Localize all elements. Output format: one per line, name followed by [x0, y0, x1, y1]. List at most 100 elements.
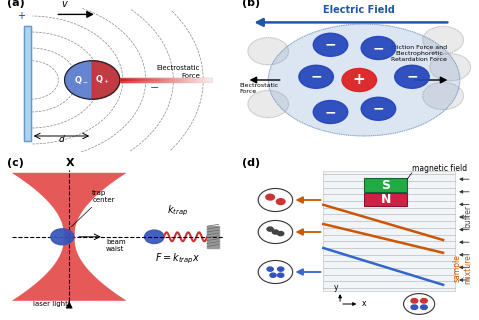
Bar [129, 78, 132, 82]
Bar [153, 78, 157, 82]
Text: −: − [149, 83, 159, 93]
Text: (a): (a) [7, 0, 25, 8]
Text: d: d [58, 135, 64, 144]
Bar [160, 78, 163, 82]
Text: trap
center: trap center [71, 189, 114, 227]
Text: $F=k_{trap}x$: $F=k_{trap}x$ [155, 251, 200, 266]
Bar [364, 179, 407, 192]
Bar [194, 78, 196, 82]
Text: N: N [380, 193, 391, 206]
Text: X: X [66, 158, 75, 168]
Text: −: − [325, 38, 336, 52]
Text: buffer: buffer [463, 204, 472, 228]
Text: x: x [362, 300, 366, 308]
Bar [148, 78, 150, 82]
Circle shape [411, 299, 418, 303]
Circle shape [422, 82, 464, 109]
Circle shape [313, 33, 348, 56]
Bar [190, 78, 194, 82]
Bar [141, 78, 144, 82]
Text: +: + [353, 73, 365, 87]
Bar [169, 78, 172, 82]
Bar [120, 78, 212, 82]
Bar [163, 78, 166, 82]
Bar [135, 78, 138, 82]
Text: $\vec{v}$: $\vec{v}$ [61, 0, 68, 10]
Text: (d): (d) [242, 158, 260, 168]
Circle shape [248, 37, 288, 65]
Circle shape [272, 230, 278, 234]
Circle shape [270, 273, 276, 277]
Circle shape [278, 267, 284, 271]
Bar [205, 78, 209, 82]
Bar [364, 193, 407, 206]
Bar [181, 78, 184, 82]
Circle shape [278, 231, 284, 236]
Circle shape [421, 305, 427, 309]
Circle shape [267, 227, 273, 231]
Polygon shape [11, 173, 126, 301]
Bar [175, 78, 178, 82]
Text: −: − [406, 70, 418, 84]
Bar [178, 78, 181, 82]
Text: −: − [325, 105, 336, 119]
Bar [24, 26, 31, 141]
Text: +: + [17, 11, 25, 21]
Circle shape [248, 90, 288, 117]
Circle shape [299, 65, 333, 88]
Text: Q$_+$: Q$_+$ [95, 74, 110, 86]
Bar [207, 226, 218, 248]
Text: (b): (b) [242, 0, 260, 8]
Text: S: S [381, 179, 390, 192]
Text: (c): (c) [7, 158, 24, 168]
Text: Friction Force and
Electrophoretic
Retardation Force: Friction Force and Electrophoretic Retar… [391, 45, 447, 62]
Circle shape [266, 194, 274, 200]
Bar [126, 78, 129, 82]
Circle shape [430, 53, 470, 81]
Text: Electrostatic
Force: Electrostatic Force [157, 66, 200, 78]
Bar [123, 78, 126, 82]
Bar [157, 78, 160, 82]
Circle shape [51, 229, 74, 245]
Bar [172, 78, 175, 82]
Circle shape [395, 65, 429, 88]
Wedge shape [92, 61, 120, 99]
Text: $k_{trap}$: $k_{trap}$ [167, 203, 188, 218]
Text: sample
mixture: sample mixture [452, 254, 472, 284]
Bar [120, 78, 123, 82]
Bar [166, 78, 169, 82]
Text: −: − [373, 102, 384, 116]
Text: beam
waist: beam waist [106, 239, 125, 252]
Text: y: y [334, 283, 339, 292]
Bar [203, 78, 205, 82]
Circle shape [145, 230, 164, 244]
Bar [184, 78, 187, 82]
Circle shape [422, 26, 464, 53]
Circle shape [421, 299, 427, 303]
Circle shape [361, 36, 396, 60]
Bar [199, 78, 203, 82]
Text: −: − [373, 41, 384, 55]
Bar [138, 78, 141, 82]
Bar [144, 78, 148, 82]
Bar [150, 78, 153, 82]
Text: Q$_-$: Q$_-$ [75, 74, 89, 86]
Circle shape [276, 199, 285, 204]
Bar [209, 78, 212, 82]
Circle shape [267, 267, 273, 271]
Bar [323, 171, 455, 291]
Text: laser light: laser light [34, 300, 68, 307]
Bar [132, 78, 135, 82]
Circle shape [313, 100, 348, 124]
Bar [196, 78, 199, 82]
Text: −: − [310, 70, 322, 84]
Text: Electrostatic
Force: Electrostatic Force [240, 83, 279, 94]
Bar [24, 26, 31, 141]
Circle shape [361, 97, 396, 120]
Circle shape [342, 68, 376, 92]
Text: Electric Field: Electric Field [323, 5, 395, 15]
Circle shape [411, 305, 418, 309]
Circle shape [65, 61, 120, 99]
Text: magnetic field: magnetic field [412, 164, 467, 173]
Bar [187, 78, 190, 82]
